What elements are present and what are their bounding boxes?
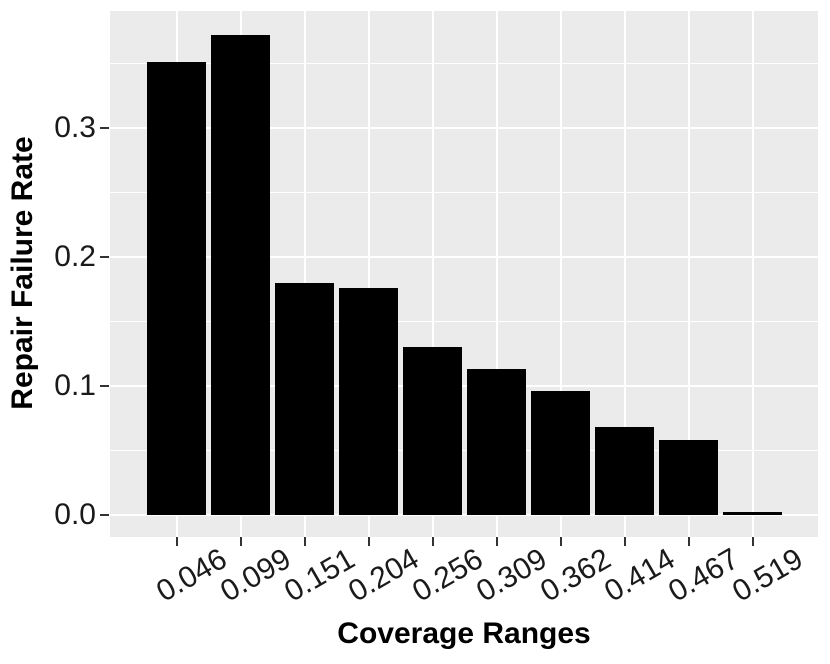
y-tick-label: 0.2 (54, 240, 96, 273)
bar-0.046 (147, 62, 206, 515)
x-tick-mark (623, 537, 626, 546)
minor-gridline-y (110, 63, 818, 64)
bar-0.309 (467, 369, 526, 515)
minor-gridline-y (110, 450, 818, 451)
major-gridline-x (687, 11, 690, 537)
x-tick-mark (687, 537, 690, 546)
minor-gridline-y (110, 321, 818, 322)
y-tick-mark (100, 256, 109, 258)
major-gridline-y (110, 385, 818, 387)
x-axis-title: Coverage Ranges (337, 617, 591, 650)
x-tick-mark (751, 537, 754, 546)
bar-0.204 (339, 288, 398, 515)
major-gridline-x (495, 11, 498, 537)
minor-gridline-y (110, 192, 818, 193)
major-gridline-y (110, 256, 818, 258)
y-axis-title: Repair Failure Rate (6, 136, 39, 410)
bar-0.256 (403, 347, 462, 515)
x-tick-mark (495, 537, 498, 546)
bar-0.099 (211, 35, 270, 515)
major-gridline-x (367, 11, 370, 537)
y-tick-label: 0.3 (54, 111, 96, 144)
y-tick-mark (100, 385, 109, 387)
x-tick-mark (559, 537, 562, 546)
x-tick-mark (239, 537, 242, 546)
bar-0.151 (275, 283, 334, 515)
y-tick-mark (100, 127, 109, 129)
major-gridline-x (303, 11, 306, 537)
major-gridline-y (110, 514, 818, 516)
major-gridline-x (559, 11, 562, 537)
x-tick-mark (175, 537, 178, 546)
x-tick-mark (303, 537, 306, 546)
bar-0.519 (723, 512, 782, 515)
major-gridline-x (751, 11, 754, 537)
y-tick-mark (100, 514, 109, 516)
bar-0.414 (595, 427, 654, 515)
chart-panel (110, 11, 818, 537)
major-gridline-x (623, 11, 626, 537)
bar-0.467 (659, 440, 718, 515)
major-gridline-y (110, 127, 818, 129)
major-gridline-x (431, 11, 434, 537)
x-tick-mark (367, 537, 370, 546)
y-tick-label: 0.0 (54, 498, 96, 531)
y-tick-label: 0.1 (54, 369, 96, 402)
bar-0.362 (531, 391, 590, 515)
x-tick-mark (431, 537, 434, 546)
